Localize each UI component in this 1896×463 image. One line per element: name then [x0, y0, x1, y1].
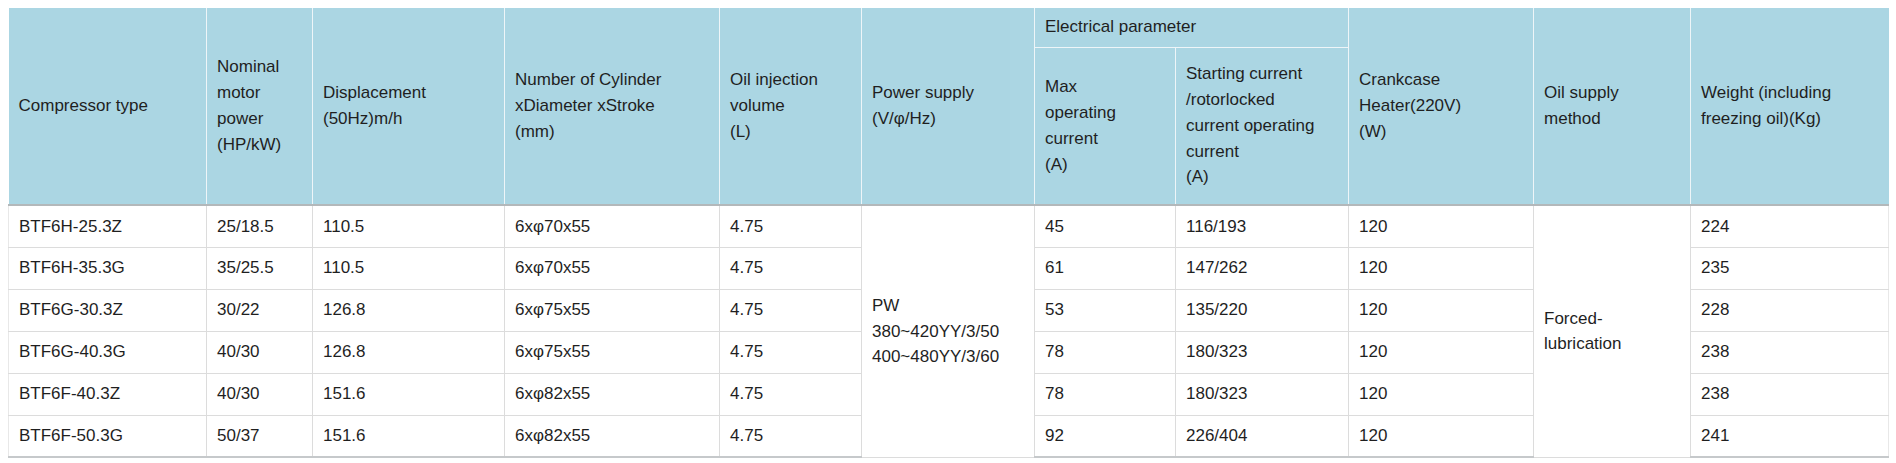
- table-row: BTF6H-25.3Z 25/18.5 110.5 6xφ70x55 4.75 …: [9, 205, 1889, 247]
- cell-nominal-power: 25/18.5: [207, 205, 313, 247]
- cell-max-current: 78: [1035, 373, 1176, 415]
- cell-oil-supply-merged: Forced- lubrication: [1534, 205, 1691, 457]
- header-electrical-parameter: Electrical parameter: [1035, 8, 1349, 47]
- cell-nominal-power: 50/37: [207, 415, 313, 457]
- cell-cylinder: 6xφ75x55: [505, 289, 720, 331]
- cell-crankcase-heater: 120: [1349, 331, 1534, 373]
- cell-cylinder: 6xφ82x55: [505, 415, 720, 457]
- header-max-operating-current: Max operating current (A): [1035, 47, 1176, 205]
- cell-oil-injection: 4.75: [720, 373, 862, 415]
- cell-max-current: 53: [1035, 289, 1176, 331]
- cell-weight: 235: [1691, 247, 1889, 289]
- cell-compressor-type: BTF6F-50.3G: [9, 415, 207, 457]
- header-oil-supply-method: Oil supply method: [1534, 8, 1691, 205]
- cell-displacement: 110.5: [313, 205, 505, 247]
- cell-weight: 238: [1691, 331, 1889, 373]
- cell-max-current: 92: [1035, 415, 1176, 457]
- cell-nominal-power: 30/22: [207, 289, 313, 331]
- cell-displacement: 126.8: [313, 331, 505, 373]
- cell-power-supply-merged: PW 380~420YY/3/50 400~480YY/3/60: [862, 205, 1035, 457]
- cell-crankcase-heater: 120: [1349, 373, 1534, 415]
- cell-compressor-type: BTF6H-35.3G: [9, 247, 207, 289]
- cell-crankcase-heater: 120: [1349, 205, 1534, 247]
- cell-crankcase-heater: 120: [1349, 415, 1534, 457]
- header-crankcase-heater: Crankcase Heater(220V) (W): [1349, 8, 1534, 205]
- cell-nominal-power: 40/30: [207, 373, 313, 415]
- cell-displacement: 151.6: [313, 373, 505, 415]
- compressor-spec-table: Compressor type Nominal motor power (HP/…: [8, 8, 1889, 458]
- header-weight: Weight (including freezing oil)(Kg): [1691, 8, 1889, 205]
- cell-starting-current: 180/323: [1176, 373, 1349, 415]
- cell-crankcase-heater: 120: [1349, 247, 1534, 289]
- cell-oil-injection: 4.75: [720, 247, 862, 289]
- cell-weight: 238: [1691, 373, 1889, 415]
- cell-weight: 228: [1691, 289, 1889, 331]
- cell-compressor-type: BTF6H-25.3Z: [9, 205, 207, 247]
- header-power-supply: Power supply (V/φ/Hz): [862, 8, 1035, 205]
- cell-nominal-power: 40/30: [207, 331, 313, 373]
- cell-starting-current: 226/404: [1176, 415, 1349, 457]
- header-cylinder-diameter-stroke: Number of Cylinder xDiameter xStroke (mm…: [505, 8, 720, 205]
- page-container: Compressor type Nominal motor power (HP/…: [0, 0, 1896, 458]
- cell-compressor-type: BTF6G-40.3G: [9, 331, 207, 373]
- header-compressor-type: Compressor type: [9, 8, 207, 205]
- cell-max-current: 45: [1035, 205, 1176, 247]
- cell-nominal-power: 35/25.5: [207, 247, 313, 289]
- cell-cylinder: 6xφ75x55: [505, 331, 720, 373]
- cell-starting-current: 180/323: [1176, 331, 1349, 373]
- cell-cylinder: 6xφ82x55: [505, 373, 720, 415]
- cell-starting-current: 116/193: [1176, 205, 1349, 247]
- header-row-top: Compressor type Nominal motor power (HP/…: [9, 8, 1889, 47]
- table-body: BTF6H-25.3Z 25/18.5 110.5 6xφ70x55 4.75 …: [9, 205, 1889, 457]
- table-header: Compressor type Nominal motor power (HP/…: [9, 8, 1889, 205]
- header-nominal-motor-power: Nominal motor power (HP/kW): [207, 8, 313, 205]
- cell-weight: 241: [1691, 415, 1889, 457]
- cell-displacement: 110.5: [313, 247, 505, 289]
- cell-max-current: 78: [1035, 331, 1176, 373]
- header-displacement: Displacement (50Hz)m/h: [313, 8, 505, 205]
- cell-starting-current: 135/220: [1176, 289, 1349, 331]
- cell-compressor-type: BTF6G-30.3Z: [9, 289, 207, 331]
- header-starting-current: Starting current /rotorlocked current op…: [1176, 47, 1349, 205]
- cell-displacement: 151.6: [313, 415, 505, 457]
- cell-max-current: 61: [1035, 247, 1176, 289]
- cell-oil-injection: 4.75: [720, 331, 862, 373]
- cell-starting-current: 147/262: [1176, 247, 1349, 289]
- cell-displacement: 126.8: [313, 289, 505, 331]
- header-oil-injection-volume: Oil injection volume (L): [720, 8, 862, 205]
- cell-weight: 224: [1691, 205, 1889, 247]
- cell-cylinder: 6xφ70x55: [505, 205, 720, 247]
- cell-compressor-type: BTF6F-40.3Z: [9, 373, 207, 415]
- cell-oil-injection: 4.75: [720, 415, 862, 457]
- cell-crankcase-heater: 120: [1349, 289, 1534, 331]
- cell-oil-injection: 4.75: [720, 289, 862, 331]
- cell-cylinder: 6xφ70x55: [505, 247, 720, 289]
- cell-oil-injection: 4.75: [720, 205, 862, 247]
